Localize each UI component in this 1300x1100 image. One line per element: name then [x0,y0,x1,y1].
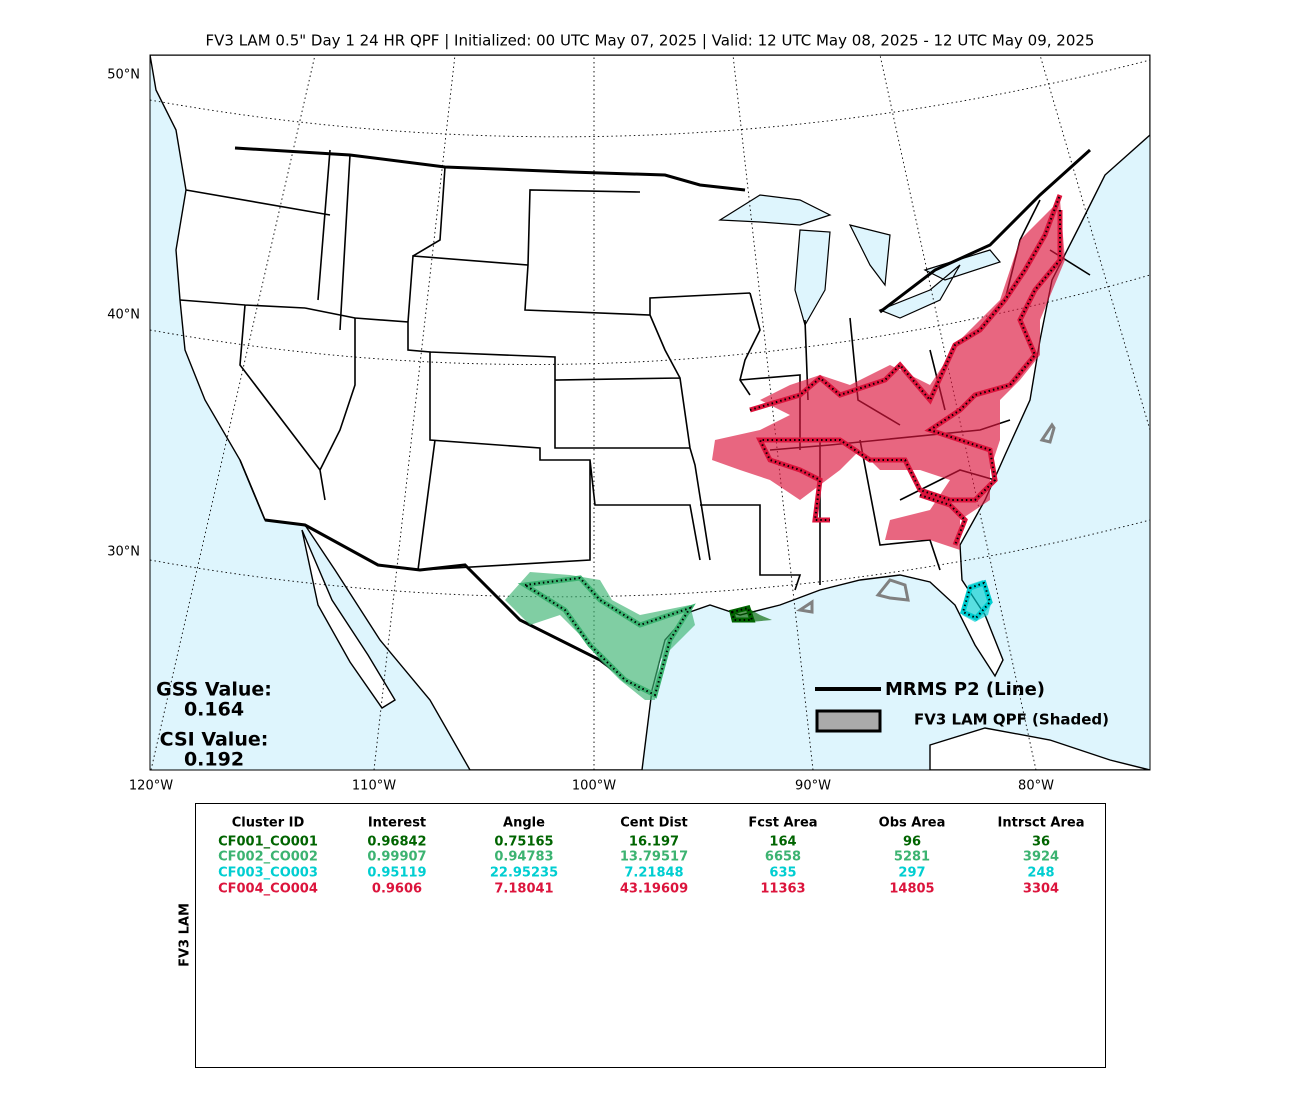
lon-label: 120°W [129,779,173,794]
table-cell: 3304 [1023,882,1059,897]
column-header: Fcst Area [748,816,817,831]
table-side-label: FV3 LAM [178,903,193,967]
column-header: Cluster ID [232,816,305,831]
table-cell: 11363 [760,882,805,897]
table-cell: 248 [1027,866,1054,881]
legend-label: FV3 LAM QPF (Shaded) [914,711,1109,729]
table-cell: 6658 [765,850,801,865]
gss-value: 0.164 [184,699,244,721]
table-frame [195,803,1106,1068]
map [150,55,1150,770]
column-header: Obs Area [879,816,946,831]
csi-value: 0.192 [184,749,244,771]
column-header: Intrsct Area [998,816,1085,831]
legend-label: MRMS P2 (Line) [885,679,1045,700]
table-cell: 13.79517 [620,850,688,865]
table-cell: 635 [769,866,796,881]
observed-cluster [961,581,992,620]
table-cell: 36 [1032,835,1050,850]
legend-swatch [815,709,882,733]
title: FV3 LAM 0.5" Day 1 24 HR QPF | Initializ… [206,32,1095,50]
table-cell: CF001_CO001 [218,835,318,850]
table-cell: 0.95119 [367,866,426,881]
clusters [505,194,1065,700]
column-header: Interest [368,816,426,831]
table-cell: 5281 [894,850,930,865]
table-cell: 0.99907 [367,850,426,865]
great-lakes [718,194,1002,327]
table-cell: 22.95235 [490,866,558,881]
table-cell: 3924 [1023,850,1059,865]
lon-label: 110°W [352,779,396,794]
table-cell: CF002_CO002 [218,850,318,865]
cuba [929,727,1150,770]
table-cell: 14805 [889,882,934,897]
table-cell: 96 [903,835,921,850]
table: Cluster ID Interest Angle Cent Dist Fcst Are… [218,816,1084,897]
table-cell: 43.19609 [620,882,688,897]
table-cell: 7.21848 [624,866,683,881]
gss-label: GSS Value: [156,679,272,701]
observed-cluster [749,194,1061,546]
table-cell: CF004_CO004 [218,882,318,897]
baja [301,529,396,709]
table-cell: CF003_CO003 [218,866,318,881]
observed-cluster [730,606,754,621]
column-header: Cent Dist [620,816,688,831]
legend: MRMS P2 (Line) FV3 LAM QPF (Shaded) [815,679,1109,733]
scores: GSS Value: 0.164 CSI Value: 0.192 [156,679,272,771]
table-cell: 164 [769,835,796,850]
column-header: Angle [503,816,545,831]
lat-label: 50°N [107,68,140,83]
csi-label: CSI Value: [160,729,269,751]
map-frame [149,54,1151,771]
lat-label: 30°N [107,545,140,560]
lon-label: 80°W [1018,779,1054,794]
table-cell: 0.96842 [367,835,426,850]
table-cell: 297 [898,866,925,881]
table-cell: 7.18041 [494,882,553,897]
table-cell: 0.9606 [372,882,422,897]
lat-label: 40°N [107,308,140,323]
lon-label: 100°W [572,779,616,794]
table-cell: 16.197 [629,835,679,850]
observed-cluster [517,575,696,699]
table-cell: 0.75165 [494,835,553,850]
table-cell: 0.94783 [494,850,553,865]
lon-label: 90°W [795,779,831,794]
